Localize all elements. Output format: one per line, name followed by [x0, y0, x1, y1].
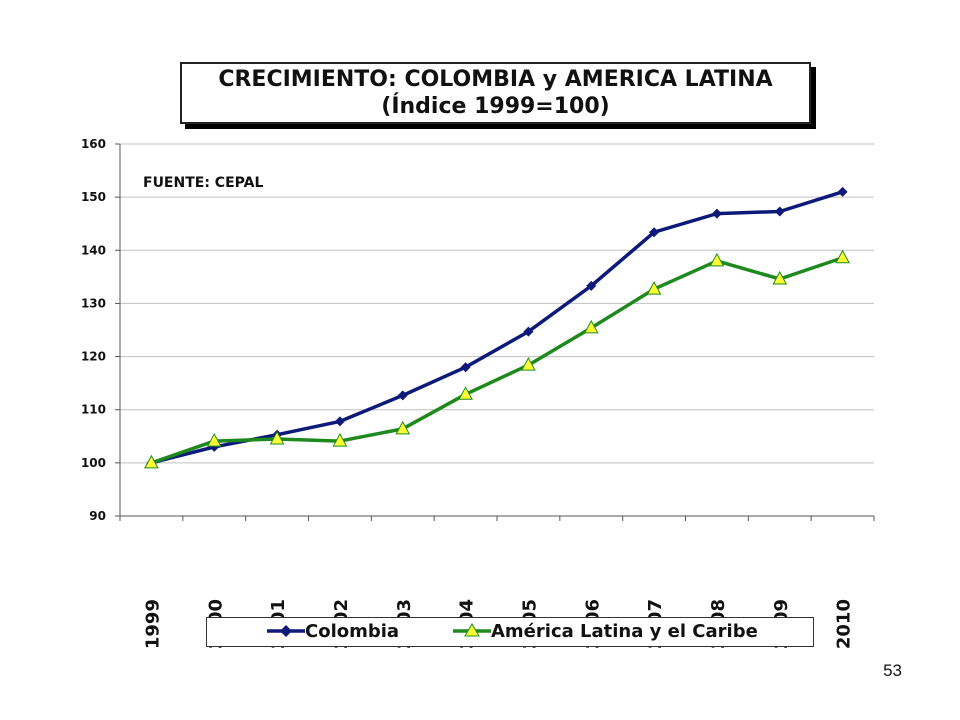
point-latam-2003	[395, 420, 411, 435]
point-colombia-2005	[523, 326, 534, 337]
legend-label-latam: América Latina y el Caribe	[491, 620, 758, 642]
y-tick-label-90: 90	[89, 509, 106, 523]
y-tick-label-160: 160	[81, 137, 106, 151]
chart-legend: Colombia América Latina y el Caribe	[206, 617, 814, 647]
y-tick-label-110: 110	[81, 403, 106, 417]
point-colombia-2009	[774, 206, 785, 217]
y-tick-label-130: 130	[81, 296, 106, 310]
point-latam-2007	[646, 281, 662, 295]
chart-title-box: CRECIMIENTO: COLOMBIA y AMERICA LATINA (…	[180, 62, 811, 124]
page-number: 53	[883, 661, 902, 680]
legend-marker-colombia	[267, 625, 305, 637]
point-colombia-2008	[711, 208, 722, 219]
point-colombia-2010	[837, 186, 848, 197]
point-latam-2001	[269, 430, 285, 445]
chart-title: CRECIMIENTO: COLOMBIA y AMERICA LATINA	[218, 67, 773, 92]
point-colombia-2006	[586, 280, 597, 291]
y-tick-label-100: 100	[81, 456, 106, 470]
point-latam-2010	[835, 249, 850, 264]
y-tick-label-140: 140	[81, 243, 106, 257]
point-colombia-2002	[334, 416, 345, 427]
x-tick-label-2010: 2010	[834, 599, 855, 649]
point-colombia-2007	[649, 227, 660, 238]
point-latam-2000	[206, 433, 222, 447]
point-latam-2008	[709, 252, 725, 267]
legend-item-colombia: Colombia	[267, 620, 399, 642]
series-line-colombia	[150, 190, 844, 465]
legend-label-colombia: Colombia	[305, 620, 400, 642]
point-latam-2009	[772, 270, 788, 285]
x-tick-label-1999: 1999	[142, 599, 163, 649]
y-tick-label-150: 150	[81, 190, 106, 204]
chart-subtitle: (Índice 1999=100)	[381, 94, 610, 119]
point-colombia-2003	[397, 390, 408, 401]
y-tick-label-120: 120	[81, 350, 106, 364]
point-latam-2006	[583, 319, 599, 334]
point-latam-2002	[332, 433, 348, 447]
legend-marker-latam	[453, 623, 491, 637]
source-note: FUENTE: CEPAL	[143, 175, 263, 191]
point-colombia-2004	[460, 362, 471, 373]
series-line-latam	[150, 256, 844, 465]
legend-item-latam: América Latina y el Caribe	[453, 620, 758, 642]
point-latam-2005	[521, 357, 536, 371]
point-latam-2004	[458, 386, 473, 400]
point-latam-1999	[144, 454, 159, 469]
